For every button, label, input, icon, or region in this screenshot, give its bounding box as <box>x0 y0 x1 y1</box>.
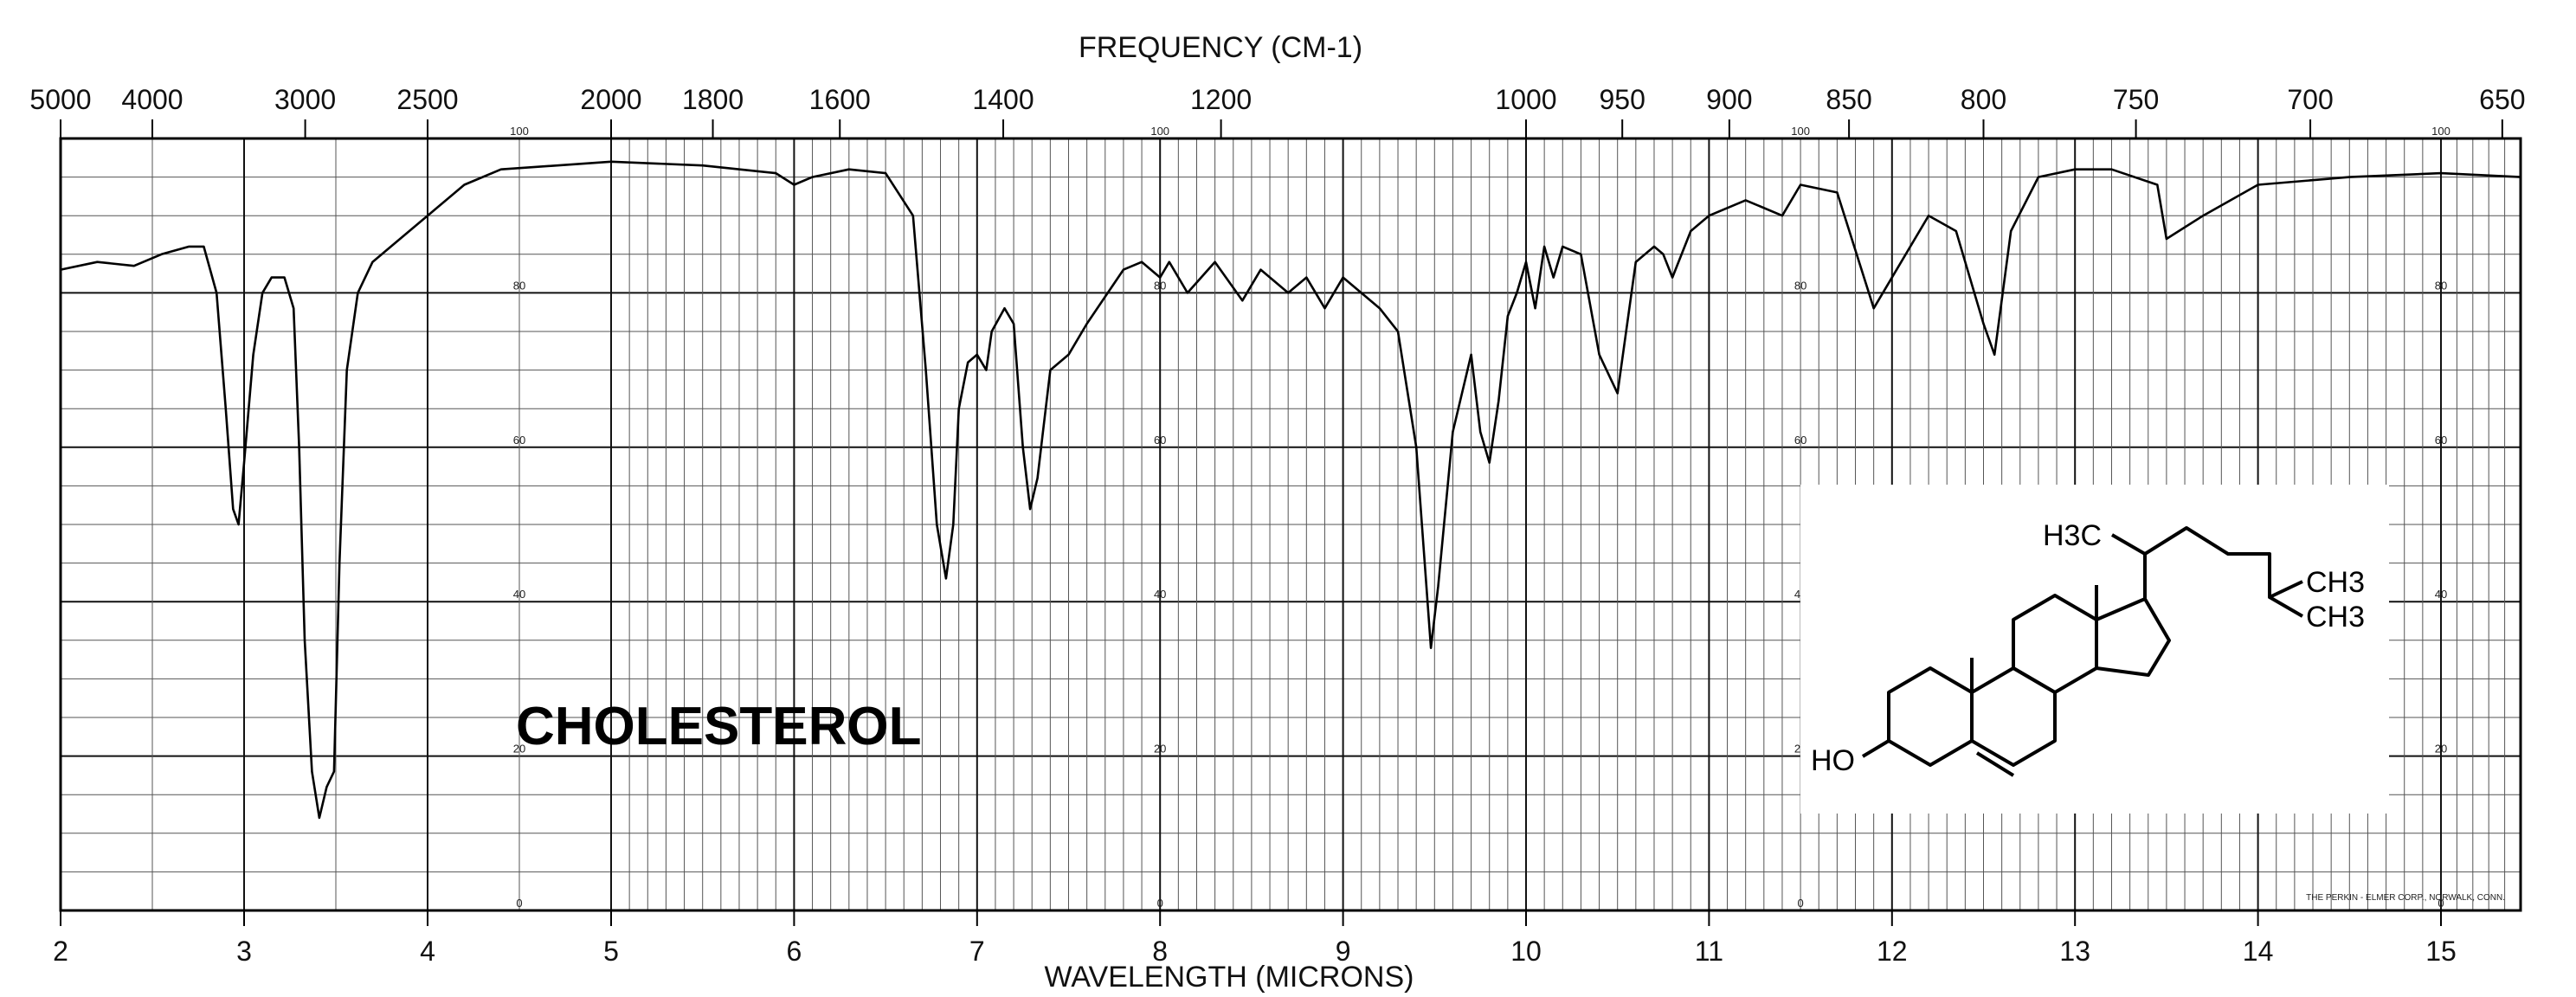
bottom-tick-label: 5 <box>603 936 619 967</box>
structure-bonds <box>1861 526 2304 777</box>
top-tick-label: 850 <box>1826 84 1871 115</box>
inner-tick-label: 40 <box>513 588 525 601</box>
top-tick-label: 950 <box>1600 84 1645 115</box>
plot-frame <box>59 137 2522 912</box>
publisher-credit: THE PERKIN - ELMER CORP., NORWALK, CONN. <box>2306 893 2505 903</box>
label-ch3-upper: CH3 <box>2306 566 2365 599</box>
bottom-tick-label: 14 <box>2243 936 2274 967</box>
bottom-tick-labels: 2 3 4 5 6 7 8 9 10 11 12 13 14 15 <box>53 910 2457 967</box>
top-tick-label: 900 <box>1706 84 1752 115</box>
inner-tick-label: 100 <box>1791 125 1810 138</box>
ho-bond <box>1861 739 1890 758</box>
inner-tick-label: 20 <box>513 743 525 756</box>
inner-tick-label: 80 <box>1794 279 1806 292</box>
inner-tick-label: 20 <box>1154 743 1166 756</box>
bottom-tick-label: 15 <box>2425 936 2457 967</box>
top-tick-label: 1600 <box>809 84 871 115</box>
bottom-tick-label: 8 <box>1152 936 1168 967</box>
inner-tick-label: 0 <box>1797 897 1803 910</box>
side-chain-tail <box>2143 526 2303 599</box>
top-tick-label: 4000 <box>121 84 183 115</box>
x-axis-title: WAVELENGTH (MICRONS) <box>1045 961 1414 994</box>
inner-tick-label: 40 <box>1154 588 1166 601</box>
bottom-tick-label: 4 <box>420 936 435 967</box>
inner-tick-label: 0 <box>516 897 522 910</box>
bottom-tick-label: 7 <box>969 936 985 967</box>
inner-tick-label: 20 <box>2435 743 2447 756</box>
label-ch3-lower: CH3 <box>2306 601 2365 634</box>
top-tick-label: 650 <box>2479 84 2525 115</box>
bottom-tick-label: 3 <box>236 936 252 967</box>
inner-tick-label: 80 <box>2435 279 2447 292</box>
cholesterol-structure: H3C CH3 CH3 HO <box>1800 485 2389 814</box>
side-chain-branch <box>2268 595 2304 618</box>
top-tick-label: 1000 <box>1495 84 1556 115</box>
top-tick-label: 3000 <box>274 84 336 115</box>
label-ho: HO <box>1811 744 1855 777</box>
h3c-bond <box>2110 533 2147 556</box>
top-tick-label: 700 <box>2287 84 2333 115</box>
inner-tick-label: 40 <box>2435 588 2447 601</box>
bottom-tick-label: 2 <box>53 936 68 967</box>
inner-tick-label: 60 <box>513 434 525 447</box>
double-bond <box>1975 751 2015 777</box>
top-tick-label: 800 <box>1961 84 2006 115</box>
bottom-tick-label: 11 <box>1695 936 1723 967</box>
inner-tick-label: 0 <box>1157 897 1163 910</box>
top-tick-label: 2000 <box>580 84 641 115</box>
inner-tick-label: 60 <box>2435 434 2447 447</box>
bottom-tick-label: 13 <box>2059 936 2090 967</box>
bottom-tick-label: 6 <box>787 936 802 967</box>
inner-tick-label: 100 <box>2431 125 2450 138</box>
bottom-tick-label: 10 <box>1510 936 1542 967</box>
inner-tick-label: 80 <box>513 279 525 292</box>
inner-tick-label: 0 <box>2438 897 2444 910</box>
inner-tick-label: 100 <box>510 125 529 138</box>
bottom-tick-label: 9 <box>1336 936 1351 967</box>
inner-tick-label: 100 <box>1150 125 1169 138</box>
top-tick-label: 750 <box>2113 84 2159 115</box>
top-tick-label: 1400 <box>972 84 1034 115</box>
top-tick-labels: 5000 4000 3000 2500 2000 1800 1600 1400 1200 1000… <box>29 84 2526 138</box>
inner-tick-label: 80 <box>1154 279 1166 292</box>
ring-d <box>2095 597 2171 677</box>
inner-tick-label: 60 <box>1794 434 1806 447</box>
top-tick-label: 2500 <box>396 84 458 115</box>
top-tick-label: 1200 <box>1190 84 1252 115</box>
compound-name: CHOLESTEROL <box>516 697 921 756</box>
inner-tick-label: 60 <box>1154 434 1166 447</box>
label-h3c: H3C <box>2043 519 2102 552</box>
top-tick-label: 5000 <box>29 84 91 115</box>
top-axis-title: FREQUENCY (CM-1) <box>1079 31 1362 64</box>
spectrum-trace <box>60 160 2521 820</box>
bottom-tick-label: 12 <box>1877 936 1908 967</box>
top-tick-label: 1800 <box>682 84 744 115</box>
